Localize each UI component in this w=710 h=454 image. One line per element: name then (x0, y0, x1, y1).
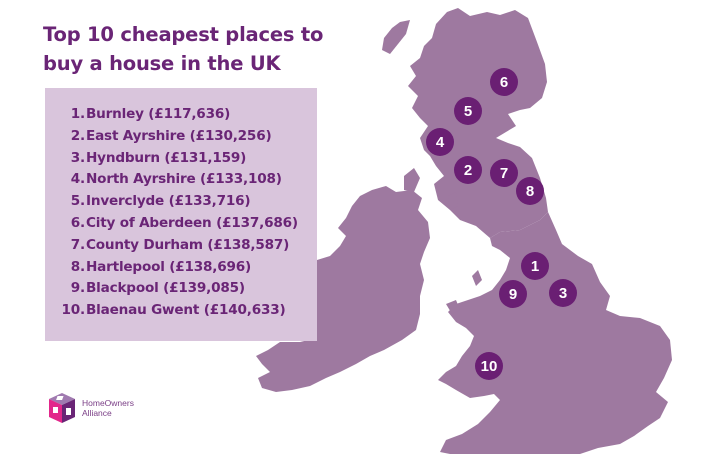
place-label: East Ayrshire (£130,256) (86, 127, 272, 144)
ireland-landmass (256, 186, 430, 392)
list-item: 5. Inverclyde (£133,716) (45, 191, 317, 213)
rank-number: 8. (70, 258, 85, 275)
logo-line-1: HomeOwners (82, 398, 134, 408)
ranking-list: 1. Burnley (£117,636) 2. East Ayrshire (£1… (45, 104, 317, 322)
rank-number: 5. (70, 193, 85, 210)
place-label: Burnley (£117,636) (86, 106, 231, 122)
map-pin: 4 (426, 128, 454, 156)
place-label: Inverclyde (£133,716) (86, 193, 251, 210)
list-item: 3. Hyndburn (£131,159) (45, 148, 317, 170)
list-item: 10. Blaenau Gwent (£140,633) (45, 300, 317, 322)
list-item: 2. East Ayrshire (£130,256) (45, 126, 317, 148)
list-item: 1. Burnley (£117,636) (45, 104, 317, 126)
homeowners-alliance-logo-icon (49, 393, 75, 423)
hebrides (382, 20, 410, 54)
rank-number: 9. (70, 280, 85, 297)
title-line-2: buy a house in the UK (43, 52, 281, 75)
map-pin: 2 (454, 156, 482, 184)
rank-number: 1. (70, 106, 85, 122)
map-pin: 8 (516, 177, 544, 205)
logo-line-2: Alliance (82, 408, 112, 418)
anglesey (446, 300, 460, 314)
rank-number: 10. (61, 302, 86, 319)
rank-number: 2. (70, 127, 85, 144)
rank-number: 3. (70, 149, 85, 166)
map-pin: 3 (549, 279, 577, 307)
islay (404, 168, 420, 192)
rank-number: 4. (70, 171, 85, 188)
isle-of-man (472, 270, 482, 286)
page-title: Top 10 cheapest places to buy a house in… (43, 20, 343, 78)
list-item: 6. City of Aberdeen (£137,686) (45, 213, 317, 235)
map-pin: 6 (490, 68, 518, 96)
list-item: 8. Hartlepool (£138,696) (45, 257, 317, 279)
place-label: County Durham (£138,587) (86, 236, 290, 253)
list-item: 4. North Ayrshire (£133,108) (45, 169, 317, 191)
england-wales-landmass (438, 212, 672, 454)
map-pin: 9 (499, 280, 527, 308)
list-item: 7. County Durham (£138,587) (45, 235, 317, 257)
rank-number: 6. (70, 214, 85, 231)
rank-number: 7. (70, 236, 85, 253)
place-label: Blackpool (£139,085) (86, 280, 245, 297)
map-pin: 10 (475, 352, 503, 380)
map-pin: 5 (454, 97, 482, 125)
place-label: Blaenau Gwent (£140,633) (86, 302, 286, 319)
place-label: North Ayrshire (£133,108) (86, 171, 282, 188)
place-label: Hyndburn (£131,159) (86, 149, 247, 166)
place-label: Hartlepool (£138,696) (86, 258, 252, 275)
place-label: City of Aberdeen (£137,686) (86, 214, 298, 231)
arran (448, 192, 458, 210)
list-item: 9. Blackpool (£139,085) (45, 278, 317, 300)
ranking-panel: 1. Burnley (£117,636) 2. East Ayrshire (£1… (45, 88, 317, 341)
map-pin: 7 (490, 159, 518, 187)
title-line-1: Top 10 cheapest places to (43, 23, 324, 46)
map-pin: 1 (521, 252, 549, 280)
logo-text: HomeOwners Alliance (82, 398, 134, 418)
